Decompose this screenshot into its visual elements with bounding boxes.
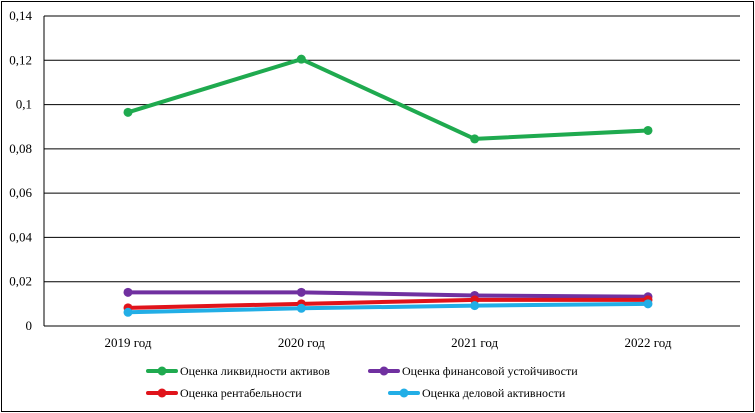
- x-axis-tick-labels: 2019 год 2020 год 2021 год 2022 год: [105, 335, 672, 350]
- x-tick-label: 2019 год: [105, 335, 152, 350]
- series-lines: [123, 54, 653, 317]
- legend-marker: [157, 366, 167, 376]
- series-line-3: [126, 297, 650, 310]
- legend-marker: [399, 388, 409, 398]
- x-tick-label: 2021 год: [451, 335, 498, 350]
- legend-marker: [379, 366, 389, 376]
- y-tick-label: 0,14: [9, 8, 32, 23]
- y-tick-label: 0,04: [9, 229, 32, 244]
- legend-marker: [157, 388, 167, 398]
- series-line-1: [126, 57, 650, 141]
- x-tick-label: 2022 год: [625, 335, 672, 350]
- data-point: [643, 299, 653, 309]
- legend-entry: Оценка рентабельности: [146, 386, 302, 400]
- data-point: [123, 287, 133, 297]
- data-point: [470, 134, 480, 144]
- data-point: [643, 125, 653, 135]
- legend-label: Оценка рентабельности: [180, 386, 302, 400]
- y-tick-label: 0,06: [9, 185, 32, 200]
- legend-entry: Оценка деловой активности: [388, 386, 566, 400]
- y-tick-label: 0,02: [9, 274, 32, 289]
- data-point: [123, 107, 133, 117]
- data-point: [296, 54, 306, 64]
- data-point: [123, 307, 133, 317]
- x-tick-label: 2020 год: [278, 335, 325, 350]
- legend-label: Оценка ликвидности активов: [180, 364, 330, 378]
- y-tick-label: 0,1: [16, 97, 32, 112]
- y-tick-label: 0,12: [9, 52, 32, 67]
- series-line-2: [126, 290, 650, 299]
- gridlines: [43, 15, 740, 327]
- legend-entry: Оценка финансовой устойчивости: [368, 364, 578, 378]
- y-axis-tick-labels: 0 0,02 0,04 0,06 0,08 0,1 0,12 0,14: [9, 8, 32, 333]
- data-point: [296, 287, 306, 297]
- y-tick-label: 0: [26, 318, 33, 333]
- data-point: [296, 303, 306, 313]
- data-point: [470, 301, 480, 311]
- series-line-4: [126, 301, 650, 315]
- legend: Оценка ликвидности активов Оценка финансо…: [146, 364, 578, 400]
- legend-label: Оценка финансовой устойчивости: [402, 364, 578, 378]
- legend-entry: Оценка ликвидности активов: [146, 364, 330, 378]
- legend-label: Оценка деловой активности: [422, 386, 566, 400]
- y-tick-label: 0,08: [9, 141, 32, 156]
